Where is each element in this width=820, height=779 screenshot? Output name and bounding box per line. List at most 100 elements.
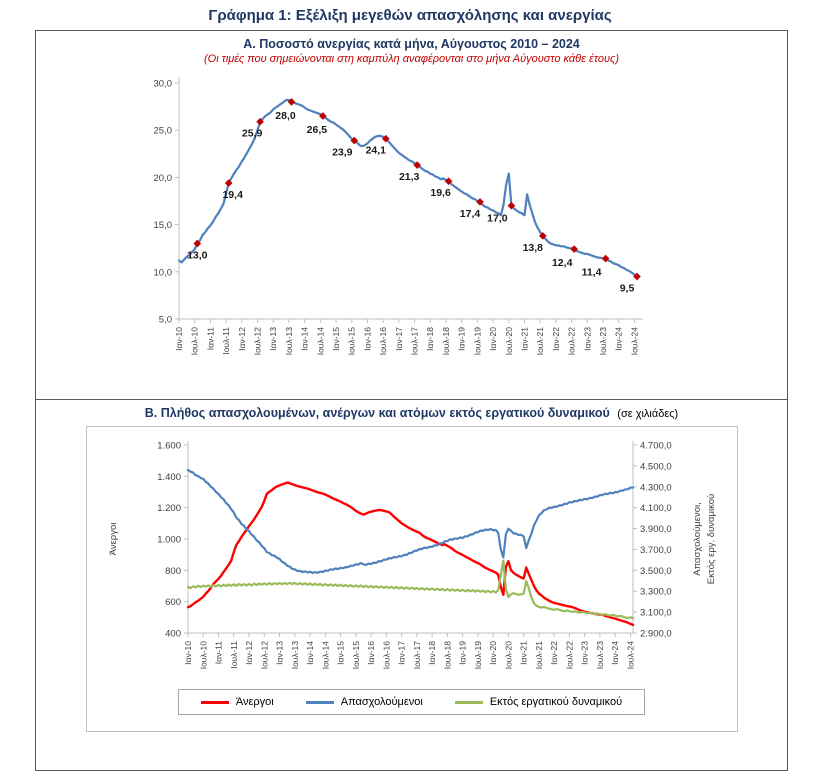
- left-tick-label: 800: [165, 566, 181, 577]
- legend-label: Απασχολούμενοι: [340, 696, 423, 708]
- unemployment-rate-chart: 5,0 10,0 15,0 20,0 25,0 30,0 Ιαν-10 Ιουλ-10 Ιαν-…: [154, 77, 643, 356]
- right-tick-label: 4.100,0: [640, 503, 672, 514]
- x-tick-label: Ιουλ-22: [564, 641, 574, 670]
- august-value-label: 11,4: [582, 267, 602, 279]
- y-tick-label: 5,0: [159, 315, 172, 326]
- august-marker: [601, 254, 610, 263]
- left-tick-label: 400: [165, 629, 181, 640]
- legend-item: Εκτός εργατικού δυναμικού: [454, 696, 622, 708]
- august-marker: [256, 117, 264, 126]
- legend-swatch: [200, 700, 229, 704]
- x-tick-label: Ιαν-11: [213, 641, 223, 664]
- august-value-label: 13,8: [523, 242, 544, 254]
- x-tick-label: Ιουλ-19: [472, 641, 482, 670]
- right-tick-label: 3.700,0: [640, 545, 672, 556]
- right-tick-label: 4.500,0: [640, 461, 672, 472]
- x-tick-label: Ιουλ-23: [594, 641, 604, 670]
- august-value-label: 23,9: [332, 147, 353, 159]
- x-tick-label: Ιαν-16: [366, 641, 376, 665]
- x-tick-label: Ιαν-23: [582, 327, 592, 351]
- x-tick-label: Ιαν-24: [614, 327, 624, 351]
- legend-label: Άνεργοι: [235, 696, 274, 708]
- x-tick-label: Ιουλ-14: [320, 641, 330, 670]
- figure-container: Α. Ποσοστό ανεργίας κατά μήνα, Αύγουστος…: [35, 30, 788, 771]
- x-tick-label: Ιαν-20: [488, 641, 498, 665]
- panel-b-title-main: Β. Πλήθος απασχολουμένων, ανέργων και ατ…: [144, 406, 610, 420]
- august-value-label: 24,1: [366, 145, 387, 157]
- x-tick-label: Ιαν-10: [183, 641, 193, 665]
- x-tick-label: Ιουλ-19: [472, 327, 482, 356]
- x-tick-label: Ιουλ-13: [289, 641, 299, 670]
- panel-a: Α. Ποσοστό ανεργίας κατά μήνα, Αύγουστος…: [36, 31, 787, 400]
- panel-b-title: Β. Πλήθος απασχολουμένων, ανέργων και ατ…: [36, 400, 787, 420]
- august-marker: [570, 245, 579, 253]
- y-tick-label: 20,0: [154, 173, 173, 184]
- x-tick-label: Ιουλ-21: [535, 327, 545, 356]
- x-tick-label: Ιουλ-11: [221, 327, 231, 355]
- x-tick-label: Ιαν-13: [274, 641, 284, 665]
- legend-item: Άνεργοι: [200, 696, 274, 708]
- right-tick-label: 3.300,0: [640, 587, 672, 598]
- x-tick-label: Ιαν-17: [394, 327, 404, 351]
- y-tick-label: 30,0: [154, 79, 173, 90]
- august-marker: [413, 161, 422, 169]
- legend-row: Άνεργοι Απασχολούμενοι Εκτός εργατικού δυν…: [87, 689, 737, 715]
- panel-a-subtitle: (Οι τιμές που σημειώνονται στη καμπύλη α…: [203, 53, 620, 65]
- y-tick-label: 15,0: [154, 220, 173, 231]
- x-tick-label: Ιουλ-18: [442, 641, 452, 670]
- panel-a-title: Α. Ποσοστό ανεργίας κατά μήνα, Αύγουστος…: [243, 37, 580, 51]
- x-tick-label: Ιαν-20: [488, 327, 498, 351]
- legend-item: Απασχολούμενοι: [305, 696, 423, 708]
- august-value-label: 19,6: [430, 187, 451, 199]
- y-tick-label: 25,0: [154, 126, 173, 137]
- series-line: [186, 559, 634, 620]
- x-tick-label: Ιαν-19: [457, 327, 467, 351]
- august-marker: [319, 112, 327, 120]
- x-tick-label: Ιαν-22: [551, 327, 561, 351]
- august-value-label: 17,0: [487, 213, 508, 225]
- right-axis-title: Απασχολούμενοι,: [692, 502, 703, 576]
- x-tick-label: Ιαν-24: [610, 641, 620, 665]
- august-marker: [350, 136, 359, 145]
- left-tick-label: 600: [165, 597, 181, 608]
- series-line: [186, 481, 634, 627]
- august-value-label: 17,4: [460, 208, 481, 220]
- august-value-label: 21,3: [399, 171, 420, 183]
- right-tick-label: 4.300,0: [640, 482, 672, 493]
- august-marker: [381, 134, 390, 143]
- left-tick-label: 1.600: [157, 441, 181, 452]
- figure-title: Γράφημα 1: Εξέλιξη μεγεθών απασχόλησης κ…: [208, 7, 612, 24]
- x-tick-label: Ιουλ-23: [598, 327, 608, 356]
- right-tick-label: 4.700,0: [640, 441, 672, 452]
- x-tick-label: Ιουλ-12: [259, 641, 269, 670]
- x-tick-label: Ιαν-21: [519, 327, 529, 351]
- left-axis-title: Άνεργοι: [108, 523, 119, 556]
- august-marker: [538, 232, 547, 240]
- x-tick-label: Ιαν-18: [425, 327, 435, 351]
- x-tick-label: Ιουλ-15: [350, 641, 360, 670]
- counts-chart-frame: 400 600 800 1.000 1.200 1.400 1.600 2.900,0 3.10…: [85, 426, 738, 732]
- left-tick-label: 1.400: [157, 472, 181, 483]
- x-tick-label: Ιουλ-18: [441, 327, 451, 356]
- x-tick-label: Ιαν-15: [335, 641, 345, 665]
- x-tick-label: Ιουλ-22: [567, 327, 577, 356]
- right-tick-label: 3.100,0: [640, 608, 672, 619]
- x-tick-label: Ιουλ-11: [228, 641, 238, 669]
- x-tick-label: Ιουλ-24: [629, 327, 639, 356]
- panel-b: Β. Πλήθος απασχολουμένων, ανέργων και ατ…: [36, 400, 787, 769]
- panel-b-title-suffix: (σε χιλιάδες): [617, 408, 679, 420]
- august-value-label: 19,4: [222, 189, 243, 201]
- unemployment-rate-line: [177, 98, 639, 278]
- right-tick-label: 2.900,0: [640, 629, 672, 640]
- x-tick-label: Ιουλ-17: [411, 641, 421, 670]
- series-line: [186, 468, 634, 574]
- x-tick-label: Ιουλ-20: [503, 641, 513, 670]
- x-tick-label: Ιουλ-21: [533, 641, 543, 670]
- x-tick-label: Ιουλ-16: [381, 641, 391, 670]
- x-tick-label: Ιουλ-15: [347, 327, 357, 356]
- x-tick-label: Ιαν-18: [427, 641, 437, 665]
- right-axis-title: Εκτός εργ. δυναμικού: [706, 494, 717, 584]
- august-marker: [287, 98, 296, 106]
- x-tick-label: Ιαν-12: [244, 641, 254, 665]
